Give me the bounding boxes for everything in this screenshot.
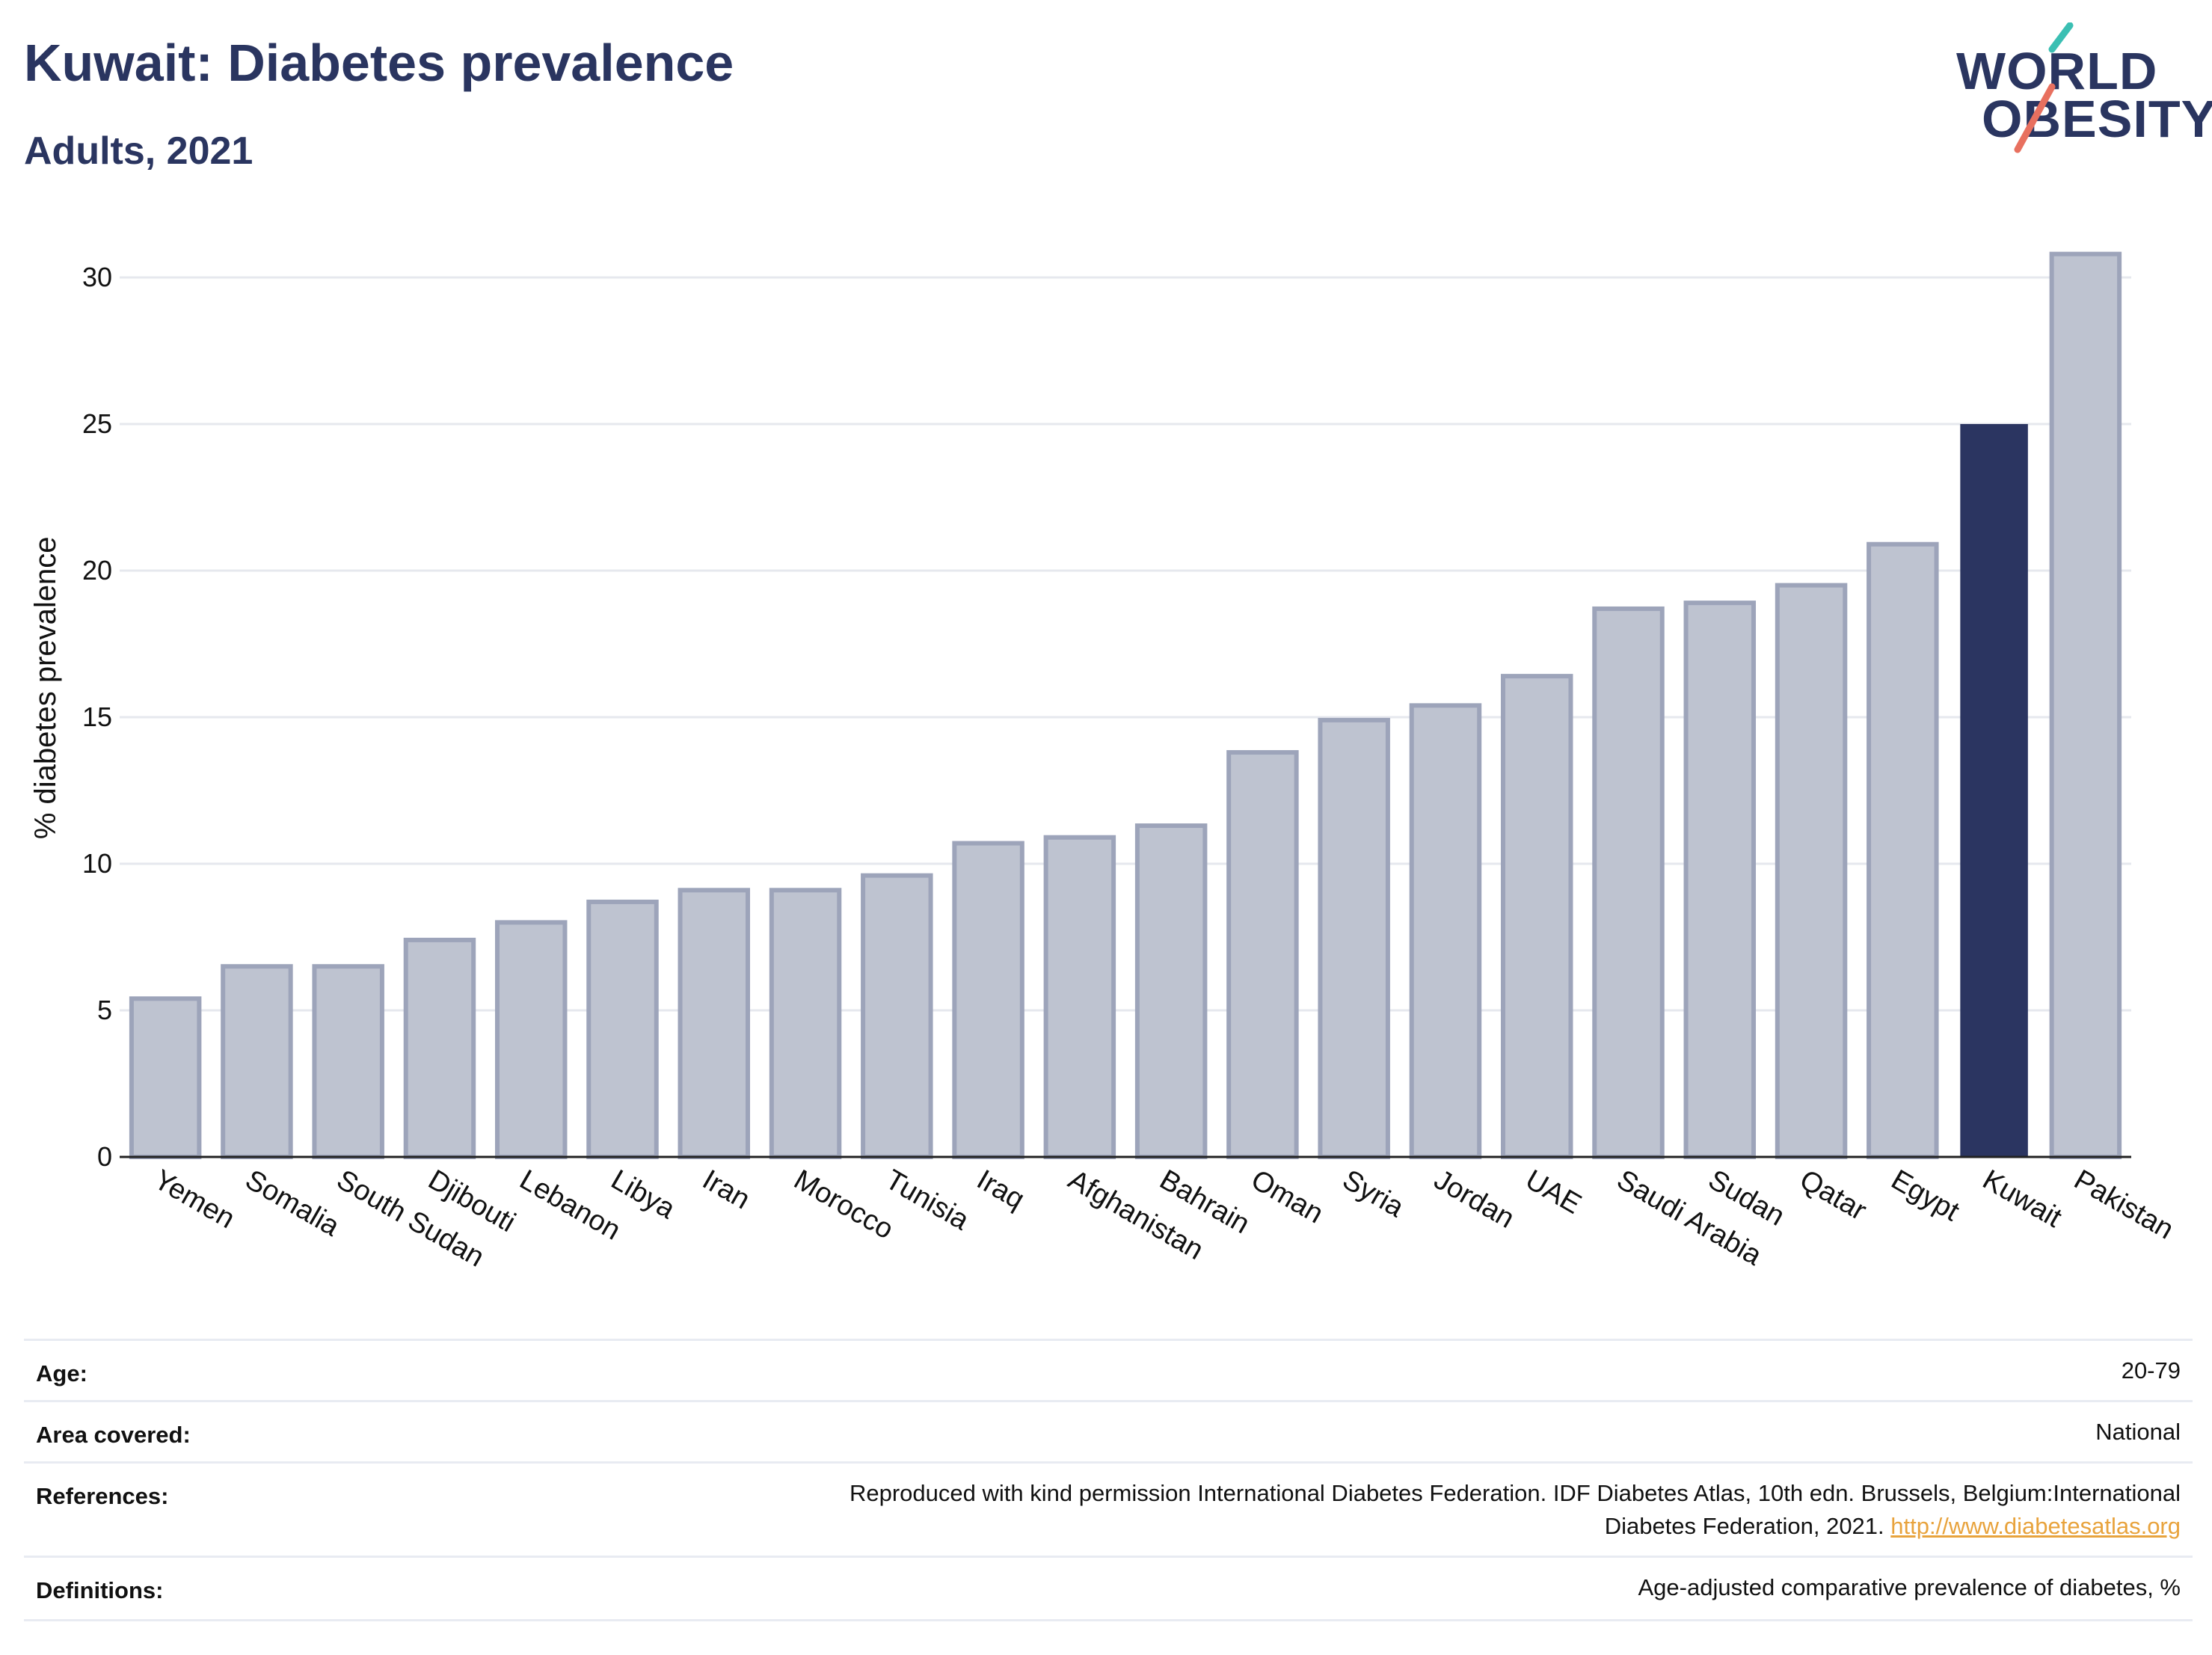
bar-uae: [1500, 674, 1573, 1159]
references-label: References:: [36, 1483, 169, 1509]
bar-djibouti: [403, 937, 476, 1160]
bar-pakistan: [2049, 251, 2122, 1159]
world-obesity-logo: WORLD OBESITY: [1944, 22, 2212, 157]
x-tick-label: Jordan: [1428, 1164, 1520, 1234]
references-line-2-text: Diabetes Federation, 2021.: [1604, 1513, 1884, 1539]
chart-title: Kuwait: Diabetes prevalence: [24, 34, 734, 92]
x-tick-label: Syria: [1337, 1164, 1410, 1223]
references-value: Reproduced with kind permission Internat…: [850, 1477, 2181, 1543]
area-value: National: [2095, 1419, 2181, 1445]
x-tick-label: Iran: [697, 1164, 755, 1215]
bar-somalia: [221, 964, 293, 1159]
bar-tunisia: [861, 873, 933, 1160]
age-label: Age:: [36, 1360, 87, 1387]
area-label: Area covered:: [36, 1422, 191, 1448]
y-tick-label: 20: [82, 555, 112, 586]
info-row-age: Age: 20-79: [24, 1339, 2193, 1402]
references-link[interactable]: http://www.diabetesatlas.org: [1890, 1513, 2181, 1539]
x-tick-label: Yemen: [149, 1164, 240, 1235]
definitions-label: Definitions:: [36, 1577, 164, 1603]
x-tick-label: Qatar: [1795, 1164, 1872, 1226]
y-tick-label: 15: [82, 701, 112, 732]
bar-jordan: [1409, 703, 1482, 1159]
logo-slash-icon: [2014, 22, 2074, 153]
x-tick-label: Iraq: [971, 1164, 1030, 1215]
age-value: 20-79: [2121, 1357, 2181, 1384]
y-tick-label: 10: [82, 848, 112, 879]
info-row-definitions: Definitions: Age-adjusted comparative pr…: [24, 1556, 2193, 1621]
x-tick-label: Lebanon: [514, 1164, 626, 1246]
x-tick-label: Morocco: [789, 1164, 899, 1245]
bar-libya: [586, 899, 659, 1159]
bar-south-sudan: [312, 964, 384, 1159]
x-tick-label: Egypt: [1886, 1164, 1965, 1227]
y-tick-label: 30: [82, 262, 112, 292]
bar-saudi-arabia: [1592, 606, 1665, 1159]
y-tick-label: 25: [82, 408, 112, 439]
info-row-references: References: Reproduced with kind permiss…: [24, 1461, 2193, 1558]
logo-text-world: WORLD: [1956, 42, 2158, 100]
bar-iraq: [952, 841, 1024, 1160]
bar-oman: [1226, 750, 1299, 1159]
bar-yemen: [129, 996, 202, 1159]
bar-sudan: [1683, 601, 1757, 1159]
bar-kuwait: [1960, 424, 2028, 1157]
bar-qatar: [1775, 583, 1848, 1159]
bar-chart: 0 5 10 15 20 25 30 % diabetes prevalence Yemen So…: [29, 251, 2179, 1274]
bar-syria: [1318, 717, 1390, 1159]
y-tick-label: 0: [97, 1141, 112, 1172]
y-axis-title: % diabetes prevalence: [29, 536, 62, 839]
x-tick-label: Somalia: [240, 1164, 345, 1242]
bar-lebanon: [494, 920, 568, 1160]
bar-bahrain: [1134, 823, 1208, 1160]
x-tick-label: Kuwait: [1977, 1164, 2067, 1234]
definitions-value: Age-adjusted comparative prevalence of d…: [1638, 1574, 2181, 1600]
info-row-area: Area covered: National: [24, 1400, 2193, 1464]
x-tick-label: Oman: [1246, 1164, 1329, 1229]
references-line-1: Reproduced with kind permission Internat…: [849, 1480, 2181, 1506]
x-tick-label: UAE: [1520, 1164, 1587, 1220]
references-line-2: Diabetes Federation, 2021. http://www.di…: [850, 1510, 2181, 1543]
bar-iran: [678, 888, 751, 1160]
bar-afghanistan: [1043, 835, 1116, 1159]
bar-egypt: [1867, 541, 1939, 1159]
y-tick-label: 5: [97, 995, 112, 1025]
bar-morocco: [769, 888, 842, 1160]
x-tick-label: Pakistan: [2068, 1164, 2178, 1245]
chart-subtitle: Adults, 2021: [24, 129, 254, 173]
logo-text-obesity: OBESITY: [1982, 90, 2212, 148]
